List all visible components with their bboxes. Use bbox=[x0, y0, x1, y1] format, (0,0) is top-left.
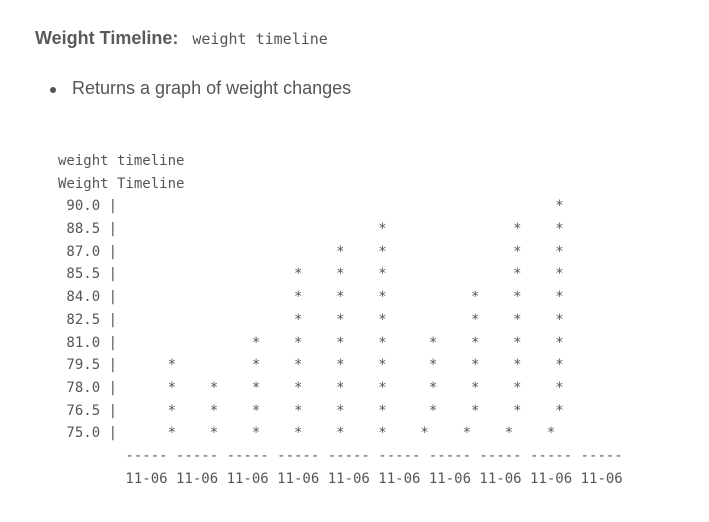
terminal-line-command: weight timeline bbox=[58, 153, 185, 169]
terminal-line-axis-labels: 11-06 11-06 11-06 11-06 11-06 11-06 11-0… bbox=[58, 470, 623, 487]
terminal-line-row-84-0: 84.0 | * * * * * * bbox=[58, 289, 564, 306]
terminal-line-row-87-0: 87.0 | * * * * bbox=[58, 243, 564, 260]
bullet-icon bbox=[50, 86, 56, 93]
list-item-text: Returns a graph of weight changes bbox=[72, 78, 352, 98]
terminal-line-row-82-5: 82.5 | * * * * * * bbox=[58, 311, 564, 328]
terminal-line-row-76-5: 76.5 | * * * * * * * * * * bbox=[58, 402, 564, 419]
heading-label: Weight Timeline: bbox=[35, 28, 179, 48]
description-list: Returns a graph of weight changes bbox=[50, 78, 351, 99]
list-item: Returns a graph of weight changes bbox=[50, 78, 351, 99]
terminal-line-row-81-0: 81.0 | * * * * * * * * bbox=[58, 334, 564, 351]
command-heading: Weight Timeline: weight timeline bbox=[35, 28, 328, 54]
terminal-output: weight timeline Weight Timeline 90.0 | * … bbox=[58, 150, 623, 490]
terminal-line-title: Weight Timeline bbox=[58, 175, 185, 192]
heading-command: weight timeline bbox=[192, 30, 328, 48]
terminal-line-axis-rule: ----- ----- ----- ----- ----- ----- ----… bbox=[58, 447, 623, 464]
terminal-line-row-88-5: 88.5 | * * * bbox=[58, 221, 564, 238]
terminal-line-row-78-0: 78.0 | * * * * * * * * * * bbox=[58, 379, 564, 396]
terminal-line-row-79-5: 79.5 | * * * * * * * * * bbox=[58, 357, 564, 374]
terminal-line-row-75-0: 75.0 | * * * * * * * * * * bbox=[58, 425, 556, 442]
terminal-line-row-90-0: 90.0 | * bbox=[58, 198, 564, 215]
terminal-line-row-85-5: 85.5 | * * * * * bbox=[58, 266, 564, 283]
